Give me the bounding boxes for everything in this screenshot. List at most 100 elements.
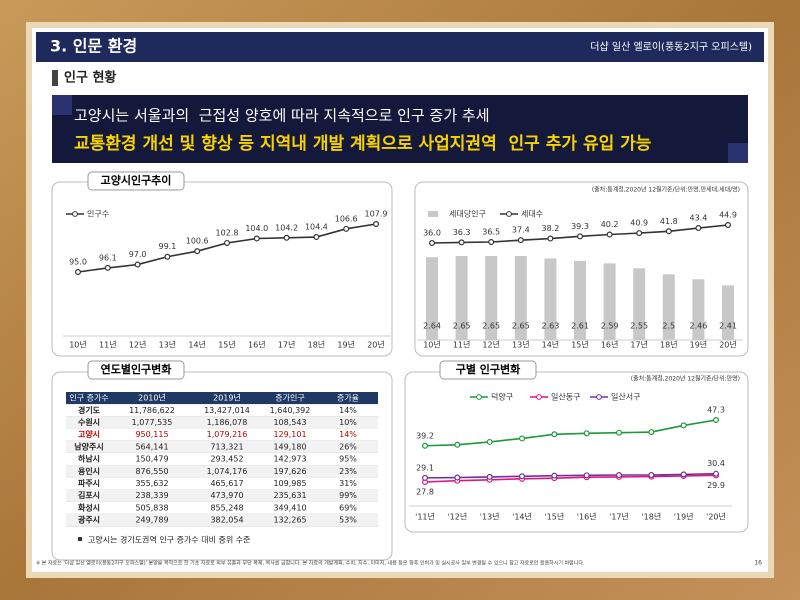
table-cell: 23% — [339, 467, 357, 476]
table-header: 증가율 — [337, 394, 359, 403]
point — [253, 235, 260, 242]
table-cell: 142,973 — [273, 455, 306, 464]
x-tick-label: 15년 — [571, 340, 589, 350]
point — [636, 230, 643, 237]
x-tick-label: '11년 — [415, 512, 435, 522]
table-row-bg — [66, 428, 378, 441]
x-tick-label: 14년 — [542, 340, 560, 350]
table-header: 인구 증가수 — [69, 393, 108, 403]
legend-swatch — [536, 394, 542, 400]
legend-label: 일산서구 — [611, 392, 640, 402]
data-label: 39.2 — [416, 431, 434, 440]
table-header: 2010년 — [138, 393, 166, 403]
table-row-bg — [66, 440, 378, 453]
table-cell: 349,410 — [273, 503, 306, 512]
legend-swatch — [476, 394, 482, 400]
x-tick-label: 11년 — [99, 340, 117, 350]
legend-label: 인구수 — [87, 209, 109, 219]
data-label: 2.59 — [601, 322, 619, 331]
data-label: 102.8 — [216, 228, 239, 237]
footer-text: ※ 본 자료는 '더샵 일산 엘로이(풍동2지구 오피스텔)' 분양을 목적으로… — [36, 560, 585, 567]
table-cell: 용인시 — [78, 466, 100, 476]
x-tick-label: 17년 — [278, 340, 296, 350]
x-tick-label: 20년 — [719, 340, 737, 350]
table-cell: 53% — [339, 516, 357, 525]
data-label: 47.3 — [707, 406, 725, 415]
point — [74, 269, 81, 276]
x-tick-label: '19년 — [674, 512, 694, 522]
data-label: 96.1 — [99, 253, 117, 262]
table-cell: 수원시 — [78, 417, 100, 427]
source: (출처:통계청,2020년 12월기준/단위:만명) — [631, 375, 740, 383]
point — [680, 471, 687, 478]
banner-line1: 고양시는 서울과의 근접성 양호에 따라 지속적으로 인구 증가 추세 — [74, 107, 490, 125]
tab — [87, 360, 185, 380]
point — [648, 429, 655, 436]
point — [283, 234, 290, 241]
data-label: 40.9 — [630, 219, 648, 228]
point — [486, 438, 493, 445]
table-row-bg — [66, 501, 378, 514]
table-cell: 108,543 — [273, 418, 306, 427]
data-label: 43.4 — [689, 214, 707, 223]
table-cell: 238,339 — [135, 491, 168, 500]
table-cell: 13,427,014 — [204, 406, 250, 415]
table-cell: 14% — [339, 406, 357, 415]
point — [422, 442, 429, 449]
header-bar — [36, 32, 764, 62]
data-label: 2.41 — [719, 322, 737, 331]
table-cell: 하남시 — [78, 454, 100, 464]
legend-label: 일산동구 — [551, 392, 580, 402]
table-cell: 고양시 — [78, 429, 100, 439]
point — [454, 474, 461, 481]
data-label: 37.4 — [512, 226, 530, 235]
point — [429, 240, 436, 247]
table-row-bg — [66, 416, 378, 429]
legend-swatch — [506, 211, 512, 217]
data-label: 104.4 — [305, 223, 328, 232]
data-label: 30.4 — [707, 459, 725, 468]
data-label: 2.63 — [541, 322, 559, 331]
point — [648, 472, 655, 479]
page-number: 16 — [754, 560, 762, 567]
data-label: 44.9 — [719, 211, 737, 220]
table-cell: 김포시 — [78, 490, 100, 500]
point — [164, 253, 171, 260]
data-label: 41.8 — [660, 217, 678, 226]
table-cell: 1,079,216 — [207, 430, 248, 439]
bar — [722, 285, 734, 340]
line — [424, 419, 717, 447]
table-row-bg — [66, 453, 378, 466]
table-cell: 249,789 — [135, 516, 168, 525]
legend-swatch — [596, 394, 602, 400]
x-tick-label: 19년 — [337, 340, 355, 350]
point — [134, 261, 141, 268]
table-cell: 26% — [339, 442, 357, 451]
table-cell: 1,077,535 — [132, 418, 173, 427]
data-label: 2.5 — [662, 322, 675, 331]
data-label: 36.3 — [453, 228, 471, 237]
data-label: 95.0 — [69, 258, 87, 267]
data-label: 36.5 — [482, 227, 500, 236]
table-title: 연도별인구변화 — [101, 362, 172, 376]
table-cell: 99% — [339, 491, 357, 500]
header-title: 3. 인문 환경 — [50, 37, 137, 56]
table-row-bg — [66, 514, 378, 527]
point — [551, 431, 558, 438]
data-label: 39.3 — [571, 222, 589, 231]
line — [424, 474, 717, 483]
bar — [603, 263, 616, 340]
x-tick-label: '20년 — [706, 512, 726, 522]
point — [518, 435, 525, 442]
table-cell: 109,985 — [273, 479, 306, 488]
legend-swatch — [72, 211, 78, 217]
tab — [87, 171, 185, 191]
line — [424, 472, 717, 479]
table-header: 2019년 — [213, 393, 241, 403]
data-label: 2.55 — [630, 322, 648, 331]
table-cell: 1,640,392 — [270, 406, 311, 415]
x-tick-label: 15년 — [218, 340, 236, 350]
point — [373, 221, 380, 228]
point — [615, 472, 622, 479]
